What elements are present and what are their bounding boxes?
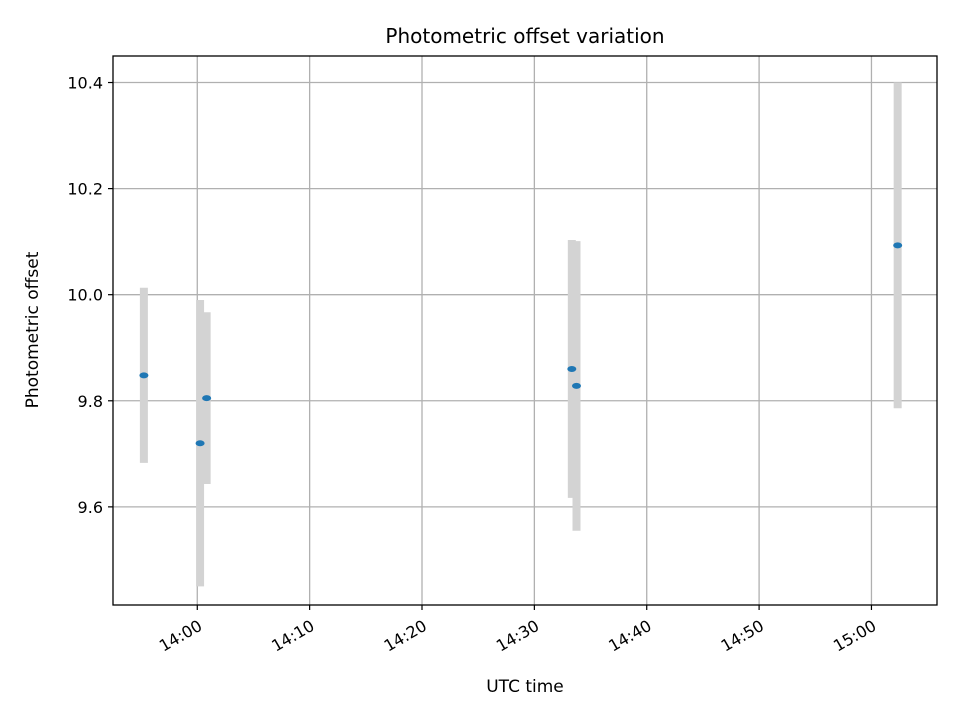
- y-tick-label: 10.2: [67, 180, 103, 199]
- y-tick-label: 10.0: [67, 286, 103, 305]
- data-point: [139, 372, 149, 379]
- y-axis-ticks: 9.6 9.8 10.0 10.2 10.4: [67, 74, 113, 517]
- data-points: [139, 242, 903, 447]
- data-point: [567, 365, 577, 372]
- y-tick-label: 9.8: [78, 392, 103, 411]
- chart-title: Photometric offset variation: [385, 24, 664, 48]
- data-point: [572, 382, 581, 389]
- y-axis-label: Photometric offset: [23, 251, 43, 408]
- data-point: [893, 242, 903, 249]
- grid: [113, 56, 937, 605]
- y-tick-label: 10.4: [67, 74, 103, 93]
- data-point: [195, 440, 205, 447]
- plot-area-frame: [112, 55, 938, 606]
- data-point: [202, 395, 212, 402]
- x-axis-label: UTC time: [486, 677, 564, 697]
- y-tick-label: 9.6: [78, 498, 103, 517]
